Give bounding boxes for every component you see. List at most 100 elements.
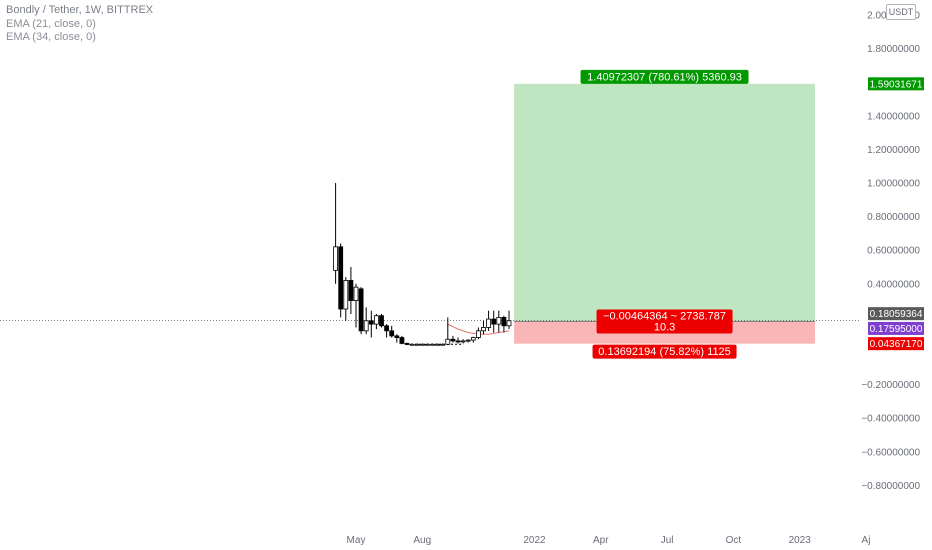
price-axis[interactable]: 2.200000002.000000001.800000001.40000000… xyxy=(861,0,920,492)
candle[interactable] xyxy=(343,277,349,321)
candle-body xyxy=(491,318,497,325)
candle-body xyxy=(414,343,420,346)
x-tick-label: Apr xyxy=(593,535,609,546)
candle[interactable] xyxy=(358,287,364,335)
price-tags: 1.59031671 0.18059364 0.17595000 0.04367170 xyxy=(868,77,924,351)
candle[interactable] xyxy=(419,343,425,346)
center-stats-line2: 10.3 xyxy=(654,321,675,333)
stop-price-tag-label: 0.04367170 xyxy=(870,339,923,350)
ema-34-legend[interactable]: EMA (34, close, 0) xyxy=(6,31,96,43)
y-tick-label: 1.20000000 xyxy=(867,145,920,156)
candle[interactable] xyxy=(501,315,507,333)
candle[interactable] xyxy=(353,283,359,328)
candle[interactable] xyxy=(363,307,369,335)
y-tick-label: 0.80000000 xyxy=(867,212,920,223)
position-labels: 1.40972307 (780.61%) 5360.93 −0.00464364 … xyxy=(580,69,749,359)
x-tick-label: May xyxy=(347,535,366,546)
y-tick-label: 1.80000000 xyxy=(867,44,920,55)
candle[interactable] xyxy=(379,314,384,328)
candle-body xyxy=(353,286,359,302)
center-stats-line1: −0.00464364 ~ 2738.787 xyxy=(603,310,726,322)
long-position-tool[interactable] xyxy=(514,83,815,344)
candle[interactable] xyxy=(348,267,354,315)
y-tick-label: 1.00000000 xyxy=(867,179,920,190)
currency-badge[interactable]: USDT xyxy=(886,4,916,20)
stop-stats-label: 0.13692194 (75.82%) 1125 xyxy=(592,344,737,359)
y-tick-label: −0.80000000 xyxy=(861,481,920,492)
candle[interactable] xyxy=(430,343,435,346)
candle-body xyxy=(450,338,456,342)
candle-body xyxy=(419,343,425,346)
x-tick-label: Aj xyxy=(862,535,871,546)
candle-body xyxy=(440,343,446,346)
candle-body xyxy=(465,339,471,342)
candle[interactable] xyxy=(414,343,420,346)
candle-body xyxy=(394,335,400,338)
candle-body xyxy=(333,246,339,271)
x-tick-label: Aug xyxy=(413,535,431,546)
y-tick-label: 1.40000000 xyxy=(867,111,920,122)
candle-body xyxy=(363,320,369,332)
stop-price-tag-bg xyxy=(868,337,924,351)
last-price-tag: 0.18059364 xyxy=(868,307,924,321)
candle[interactable] xyxy=(389,325,395,338)
candle-body xyxy=(404,343,410,345)
candle[interactable] xyxy=(409,343,415,346)
candle-body xyxy=(384,325,390,332)
candle-body xyxy=(348,280,354,302)
candle-body xyxy=(486,318,492,328)
candle[interactable] xyxy=(399,335,405,345)
target-price-tag: 1.59031671 xyxy=(868,77,924,91)
candle-body xyxy=(435,343,441,346)
last-price-tag-bg xyxy=(868,307,924,321)
candle[interactable] xyxy=(404,342,410,346)
stop-stats-bg xyxy=(592,344,737,359)
candle-body xyxy=(475,330,481,338)
candle-body xyxy=(430,343,435,346)
candle[interactable] xyxy=(384,324,390,338)
ema-21-legend[interactable]: EMA (21, close, 0) xyxy=(6,18,96,30)
candle-body xyxy=(409,343,415,346)
candle[interactable] xyxy=(333,183,339,284)
candle[interactable] xyxy=(470,336,476,343)
entry-price-tag-label: 0.17595000 xyxy=(870,324,923,335)
candle[interactable] xyxy=(506,310,512,330)
x-tick-label: 2023 xyxy=(789,535,812,546)
candle[interactable] xyxy=(475,327,481,340)
candle[interactable] xyxy=(496,310,502,333)
candle[interactable] xyxy=(465,339,471,343)
candle[interactable] xyxy=(455,337,461,344)
candle[interactable] xyxy=(486,310,492,331)
candle-body xyxy=(373,315,379,325)
candle-body xyxy=(460,340,466,343)
candle[interactable] xyxy=(424,343,430,346)
candlestick-series[interactable] xyxy=(333,183,512,346)
target-stats-label: 1.40972307 (780.61%) 5360.93 xyxy=(580,69,749,84)
candle[interactable] xyxy=(445,317,451,346)
candle-body xyxy=(496,316,502,325)
candle[interactable] xyxy=(435,343,441,346)
candle[interactable] xyxy=(481,320,486,335)
candle[interactable] xyxy=(491,310,497,333)
candle[interactable] xyxy=(460,339,466,344)
target-price-tag-label: 1.59031671 xyxy=(870,79,923,90)
candle-body xyxy=(379,315,384,327)
target-price-tag-bg xyxy=(868,77,924,91)
candle[interactable] xyxy=(450,335,456,343)
candle[interactable] xyxy=(368,310,374,338)
profit-zone[interactable] xyxy=(514,83,815,322)
entry-price-tag: 0.17595000 xyxy=(868,321,924,335)
symbol-title[interactable]: Bondly / Tether, 1W, BITTREX xyxy=(6,4,154,16)
candle-body xyxy=(445,338,451,345)
candle[interactable] xyxy=(338,243,344,318)
candle[interactable] xyxy=(440,343,446,346)
candle-body xyxy=(399,337,405,344)
candle[interactable] xyxy=(394,334,400,343)
y-tick-label: 0.40000000 xyxy=(867,279,920,290)
candle-body xyxy=(358,288,364,332)
time-axis[interactable]: May Aug 2022 Apr Jul Oct 2023 Aj xyxy=(347,535,871,546)
center-stats-bg xyxy=(596,309,733,334)
candle[interactable] xyxy=(373,314,379,330)
